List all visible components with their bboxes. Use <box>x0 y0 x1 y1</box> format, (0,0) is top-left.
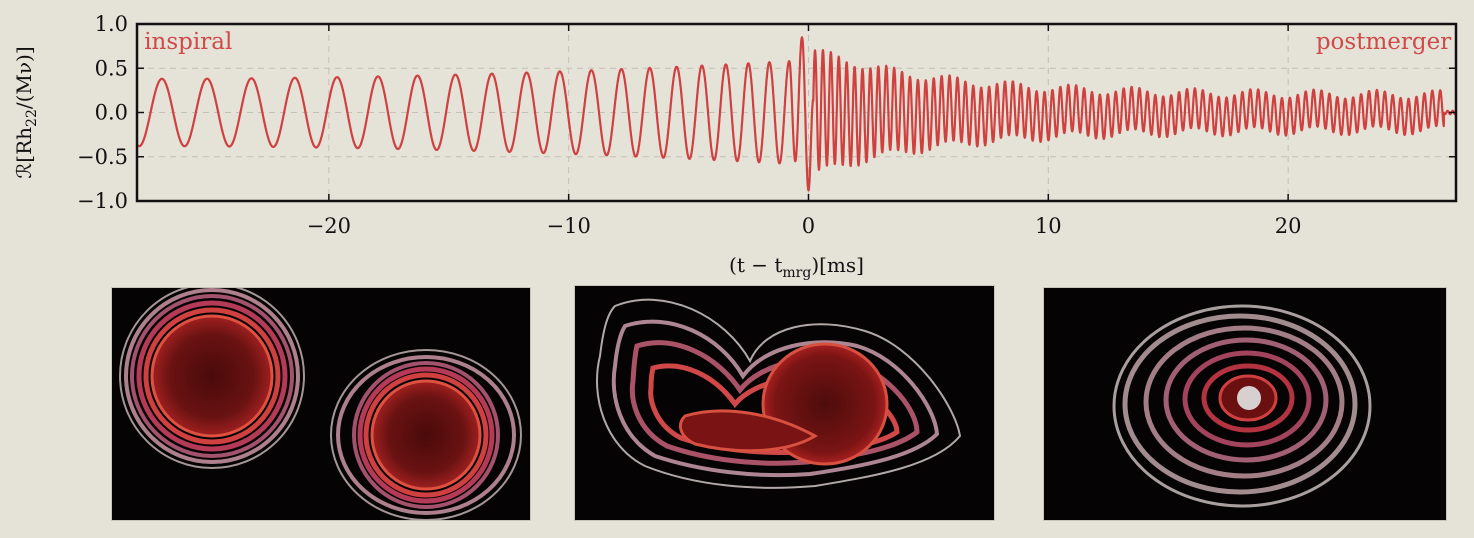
y-tick-label: 1.0 <box>95 12 128 36</box>
y-axis-label: ℛ[Rh22/(Mν)] <box>12 46 40 178</box>
x-tick-label: 0 <box>802 214 815 238</box>
y-tick-label: 0.5 <box>95 56 128 80</box>
postmerger-snapshot <box>1043 287 1447 521</box>
waveform-line <box>136 36 1457 192</box>
annotation-postmerger: postmerger <box>1316 29 1451 55</box>
remnant-core <box>1237 386 1261 410</box>
axis-ticks: 1.0 0.5 0.0 −0.5 −1.0 −20 −10 0 10 20 <box>77 12 1456 238</box>
left-star <box>119 288 305 469</box>
grid-lines <box>137 24 1456 201</box>
remnant-disk-image <box>1112 304 1372 508</box>
merger-remnant <box>596 298 962 489</box>
plot-frame <box>135 22 1458 203</box>
inspiral-snapshot <box>111 287 531 521</box>
y-tick-label: −0.5 <box>77 145 128 169</box>
merger-snapshot <box>574 285 995 521</box>
x-axis-label: (t − tmrg)[ms] <box>729 253 864 280</box>
x-tick-label: −20 <box>307 214 351 238</box>
annotations: inspiral postmerger <box>144 29 1451 55</box>
accretion-disk <box>1112 304 1372 508</box>
waveform-chart: 1.0 0.5 0.0 −0.5 −1.0 −20 −10 0 10 20 inspiral pos… <box>12 12 1458 280</box>
y-tick-label: 0.0 <box>95 101 128 125</box>
y-tick-label: −1.0 <box>77 189 128 213</box>
neutron-star-pair-image <box>119 288 522 520</box>
merging-stars-image <box>596 298 962 489</box>
x-tick-label: 10 <box>1035 214 1062 238</box>
annotation-inspiral: inspiral <box>144 29 232 55</box>
right-star <box>330 349 522 520</box>
x-tick-label: −10 <box>547 214 591 238</box>
x-tick-label: 20 <box>1275 214 1302 238</box>
